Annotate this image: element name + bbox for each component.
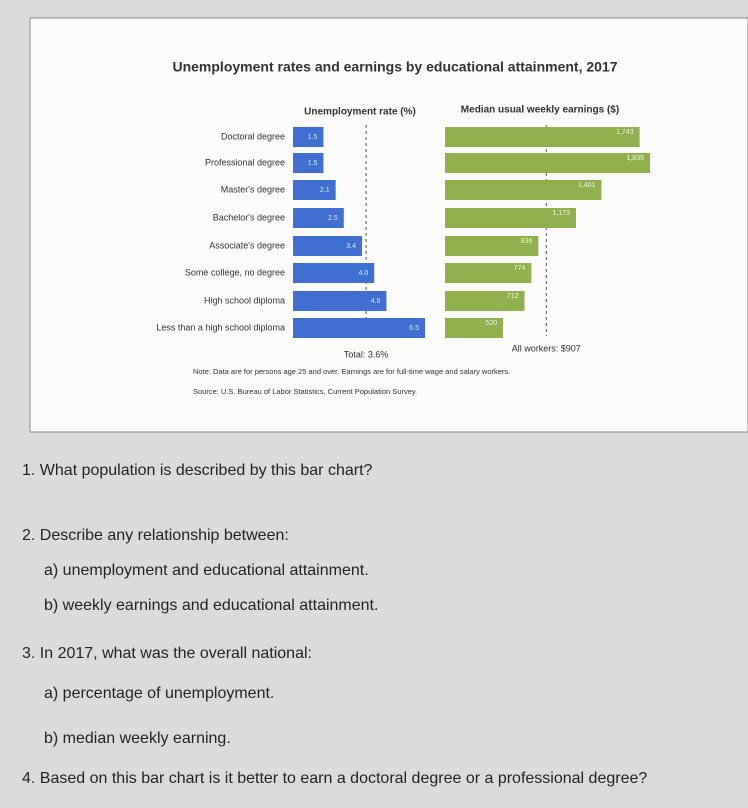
bar (445, 318, 504, 338)
question: b) weekly earnings and educational attai… (44, 597, 379, 614)
note: Note: Data are for persons age 25 and ov… (193, 367, 510, 376)
value-label: 1,401 (578, 182, 596, 189)
value-label: 1.5 (308, 134, 318, 141)
category-label: High school diploma (204, 295, 285, 305)
panel-title: Unemployment rate (%) (304, 107, 416, 118)
value-label: 6.5 (409, 325, 419, 332)
category-label: Master's degree (221, 184, 285, 194)
reference-label: Total: 3.6% (344, 349, 389, 359)
question: 4. Based on this bar chart is it better … (22, 770, 648, 787)
category-label: Less than a high school diploma (156, 322, 285, 332)
bar (445, 208, 576, 228)
value-label: 3.4 (346, 243, 356, 250)
category-label: Associate's degree (209, 240, 285, 250)
bar (293, 180, 336, 200)
value-label: 836 (521, 238, 533, 245)
bar (445, 263, 532, 283)
bar (293, 318, 425, 338)
question: a) unemployment and educational attainme… (44, 562, 369, 579)
reference-label: All workers: $907 (512, 343, 581, 353)
bar (445, 236, 539, 256)
source: Source: U.S. Bureau of Labor Statistics,… (193, 387, 417, 396)
bar (293, 236, 363, 256)
bar (293, 127, 324, 147)
question: 1. What population is described by this … (22, 462, 373, 479)
category-label: Professional degree (205, 157, 285, 167)
chart-frame (29, 17, 748, 433)
bar (445, 127, 640, 147)
question: 2. Describe any relationship between: (22, 527, 289, 544)
category-label: Bachelor's degree (213, 212, 285, 222)
bar (293, 263, 375, 283)
category-label: Doctoral degree (221, 131, 285, 141)
value-label: 1,836 (626, 155, 644, 162)
value-label: 2.5 (328, 215, 338, 222)
bar (445, 180, 602, 200)
value-label: 2.1 (320, 187, 330, 194)
question: a) percentage of unemployment. (44, 685, 275, 702)
question: b) median weekly earning. (44, 730, 231, 747)
value-label: 1,173 (552, 210, 570, 217)
bar (293, 208, 344, 228)
question: 3. In 2017, what was the overall nationa… (22, 645, 312, 662)
value-label: 774 (514, 265, 526, 272)
bar (445, 291, 525, 311)
panel-title: Median usual weekly earnings ($) (461, 105, 619, 116)
chart-title: Unemployment rates and earnings by educa… (172, 59, 617, 75)
value-label: 1.5 (308, 160, 318, 167)
bar (293, 291, 387, 311)
category-label: Some college, no degree (185, 267, 285, 277)
chart: Unemployment rates and earnings by educa… (29, 17, 748, 433)
value-label: 1,743 (616, 129, 634, 136)
bar (445, 153, 650, 173)
value-label: 520 (485, 320, 497, 327)
bar (293, 153, 324, 173)
value-label: 712 (507, 293, 519, 300)
value-label: 4.6 (371, 298, 381, 305)
value-label: 4.0 (358, 270, 368, 277)
